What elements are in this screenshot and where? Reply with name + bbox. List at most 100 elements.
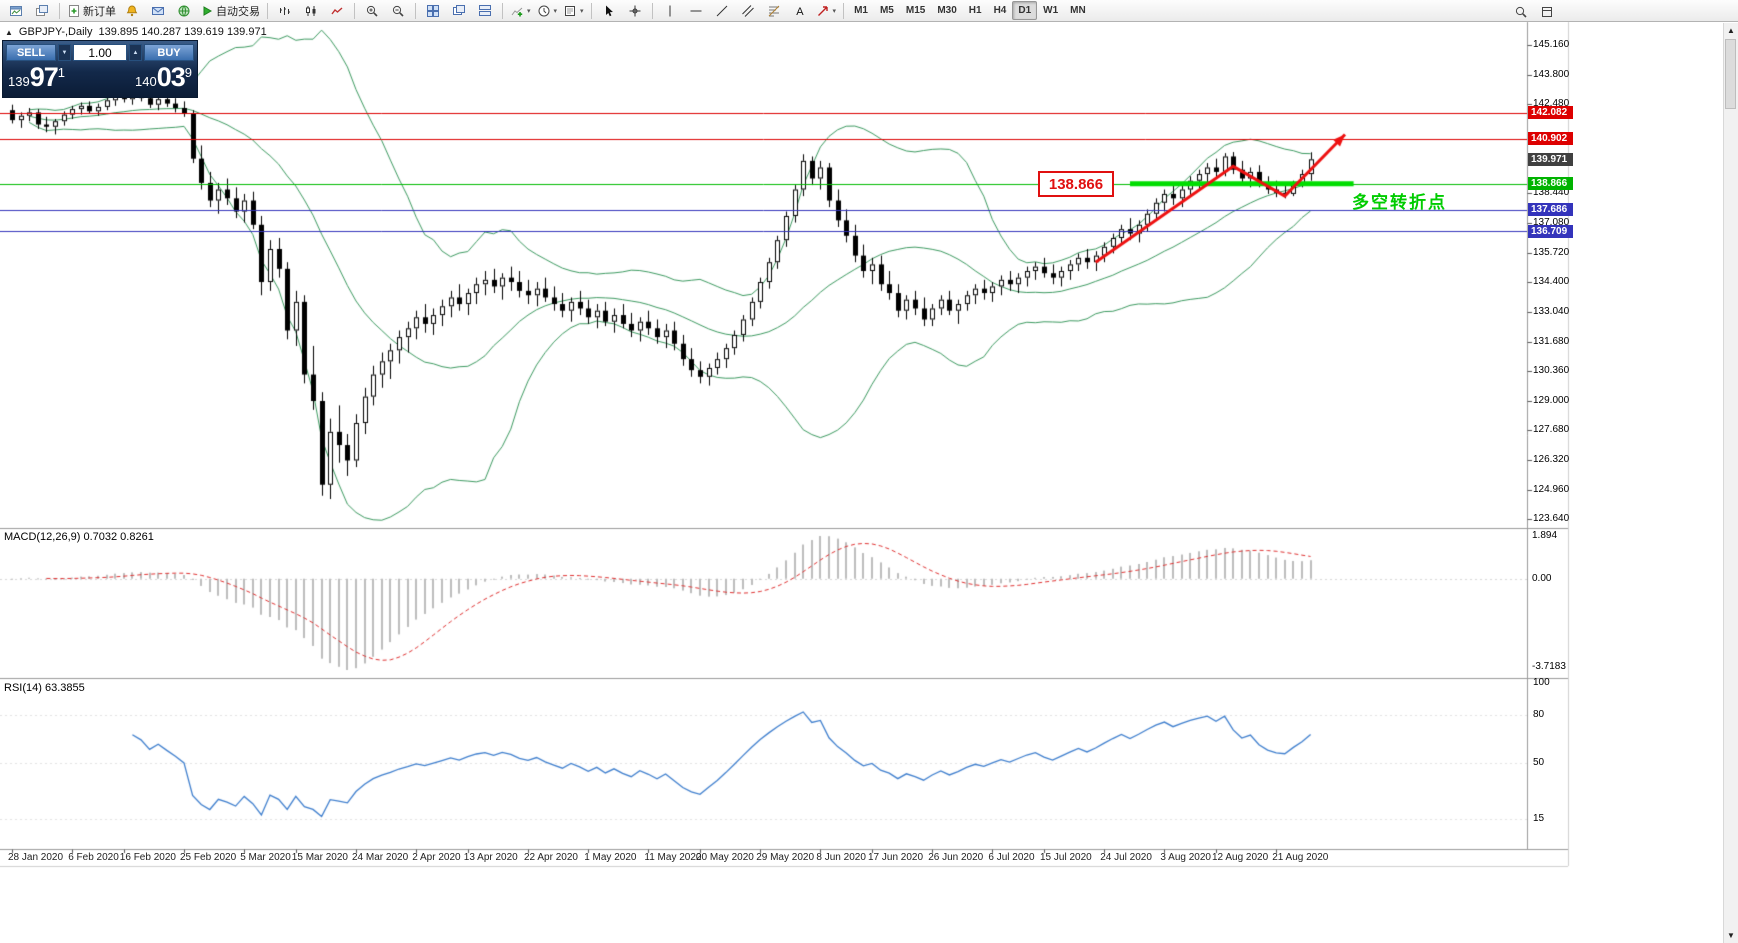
- volume-down-button[interactable]: ▼: [58, 44, 71, 61]
- crosshair-button[interactable]: [622, 0, 648, 22]
- dropdown-icon: ▾: [580, 7, 584, 15]
- date-label: 24 Jul 2020: [1100, 852, 1152, 863]
- zoom-out-icon: [391, 4, 405, 18]
- date-label: 16 Feb 2020: [119, 852, 176, 863]
- scroll-down-button[interactable]: ▼: [1727, 931, 1735, 940]
- price-tag: 142.082: [1528, 106, 1573, 120]
- collapse-one-click-icon[interactable]: ▲: [5, 27, 13, 37]
- timeframe-button[interactable]: M1: [854, 5, 868, 16]
- new-order-button[interactable]: 新订单: [64, 0, 119, 22]
- timeframe-button[interactable]: MN: [1070, 5, 1086, 16]
- timeframe-button[interactable]: W1: [1043, 5, 1059, 16]
- channel-icon: [741, 4, 755, 18]
- price-tick-label: 130.360: [1533, 365, 1570, 377]
- clock-icon: [537, 4, 551, 18]
- date-label: 6 Feb 2020: [68, 852, 119, 863]
- date-label: 11 May 2020: [644, 852, 702, 863]
- rsi-scale-label: 50: [1533, 757, 1545, 768]
- fullscreen-button[interactable]: [1534, 1, 1560, 23]
- buy-button[interactable]: BUY: [144, 44, 194, 61]
- sell-button[interactable]: SELL: [6, 44, 56, 61]
- vertical-line-tool-button[interactable]: [657, 0, 683, 22]
- add-indicator-button[interactable]: ▾: [507, 0, 534, 22]
- alerts-button[interactable]: [119, 0, 145, 22]
- scroll-up-button[interactable]: ▲: [1727, 26, 1735, 35]
- price-tick-label: 124.960: [1533, 484, 1570, 495]
- timeframe-button[interactable]: D1: [1012, 1, 1038, 20]
- chart-header: ▲ GBPJPY-,Daily 139.895 140.287 139.619 …: [5, 26, 267, 38]
- trendline-icon: [715, 4, 729, 18]
- volume-up-button[interactable]: ▲: [129, 44, 142, 61]
- svg-text:A: A: [796, 6, 804, 18]
- price-tick-label: 143.800: [1533, 68, 1570, 80]
- toolbar-separator: [59, 2, 60, 19]
- cascade-windows-button[interactable]: [446, 0, 472, 22]
- scrollbar-thumb[interactable]: [1725, 39, 1736, 109]
- zoom-in-button[interactable]: [359, 0, 385, 22]
- search-button[interactable]: [1508, 1, 1534, 23]
- buy-price-head: 140: [135, 74, 157, 89]
- new-chart-button[interactable]: [3, 0, 29, 22]
- tile-windows-button[interactable]: [420, 0, 446, 22]
- cursor-button[interactable]: [596, 0, 622, 22]
- toolbar-separator: [651, 2, 653, 19]
- timeframe-button[interactable]: H1: [968, 5, 982, 16]
- sell-price-big: 97: [29, 62, 59, 92]
- macd-scale-max: 1.894: [1532, 530, 1558, 541]
- arrange-windows-button[interactable]: [472, 0, 498, 22]
- arrows-tool-button[interactable]: ▾: [813, 0, 840, 22]
- rsi-scale-label: 15: [1533, 813, 1545, 824]
- trendline-tool-button[interactable]: [709, 0, 735, 22]
- periods-button[interactable]: ▾: [534, 0, 561, 22]
- price-tick-label: 138.440: [1533, 187, 1570, 199]
- horizontal-line-tool-button[interactable]: [683, 0, 709, 22]
- timeframe-group: M1 M5 M15 M30 H1 H4 D1 W1 MN: [848, 1, 1092, 20]
- sell-price-sup: 1: [57, 65, 65, 80]
- templates-button[interactable]: ▾: [560, 0, 587, 22]
- candlestick-chart-icon: [304, 4, 318, 18]
- date-label: 13 Apr 2020: [463, 852, 518, 863]
- date-label: 15 Jul 2020: [1040, 852, 1092, 863]
- price-tag: 140.902: [1528, 132, 1573, 146]
- mailbox-button[interactable]: [145, 0, 171, 22]
- fibonacci-tool-button[interactable]: [761, 0, 787, 22]
- date-label: 29 May 2020: [756, 852, 815, 863]
- timeframe-button[interactable]: M5: [879, 5, 894, 16]
- price-tick-label: 126.320: [1533, 454, 1570, 466]
- text-tool-button[interactable]: A: [787, 0, 813, 22]
- profiles-icon: [35, 4, 49, 18]
- zoom-out-button[interactable]: [385, 0, 411, 22]
- timeframe-button[interactable]: H4: [993, 5, 1007, 16]
- rsi-scale-label: 100: [1533, 677, 1550, 688]
- channel-tool-button[interactable]: [735, 0, 761, 22]
- profiles-button[interactable]: [29, 0, 55, 22]
- sell-price-head: 139: [8, 74, 30, 89]
- date-label: 24 Mar 2020: [352, 852, 409, 863]
- candlestick-chart-button[interactable]: [298, 0, 324, 22]
- toolbar-separator: [843, 2, 845, 19]
- bar-chart-button[interactable]: [272, 0, 298, 22]
- tile-windows-icon: [426, 4, 440, 18]
- sell-price[interactable]: 139 97 1: [8, 62, 65, 93]
- volume-input[interactable]: 1.00: [73, 44, 127, 61]
- date-label: 17 Jun 2020: [868, 852, 924, 863]
- timeframe-button[interactable]: M15: [905, 5, 926, 16]
- level-price-label: 138.866: [1038, 171, 1114, 197]
- vertical-line-icon: [663, 4, 677, 18]
- line-chart-button[interactable]: [324, 0, 350, 22]
- price-tick-label: 145.160: [1533, 39, 1570, 50]
- autotrading-button[interactable]: 自动交易: [197, 0, 263, 22]
- market-news-button[interactable]: [171, 0, 197, 22]
- price-tag: 137.686: [1528, 203, 1573, 217]
- rsi-scale-label: 80: [1533, 709, 1545, 720]
- dropdown-icon: ▾: [553, 7, 558, 15]
- horizontal-line-icon: [689, 4, 703, 18]
- vertical-scrollbar[interactable]: ▲ ▼: [1723, 23, 1738, 943]
- timeframe-button[interactable]: M30: [937, 5, 957, 16]
- toolbar-separator: [267, 2, 268, 19]
- text-icon: A: [793, 4, 807, 18]
- buy-price[interactable]: 140 03 9: [135, 62, 192, 93]
- fullscreen-icon: [1540, 5, 1554, 19]
- date-label: 15 Mar 2020: [291, 852, 348, 863]
